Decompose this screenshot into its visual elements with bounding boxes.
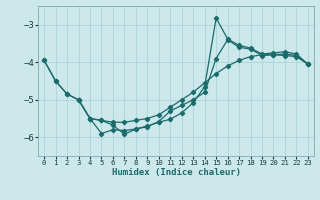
X-axis label: Humidex (Indice chaleur): Humidex (Indice chaleur) <box>111 168 241 177</box>
